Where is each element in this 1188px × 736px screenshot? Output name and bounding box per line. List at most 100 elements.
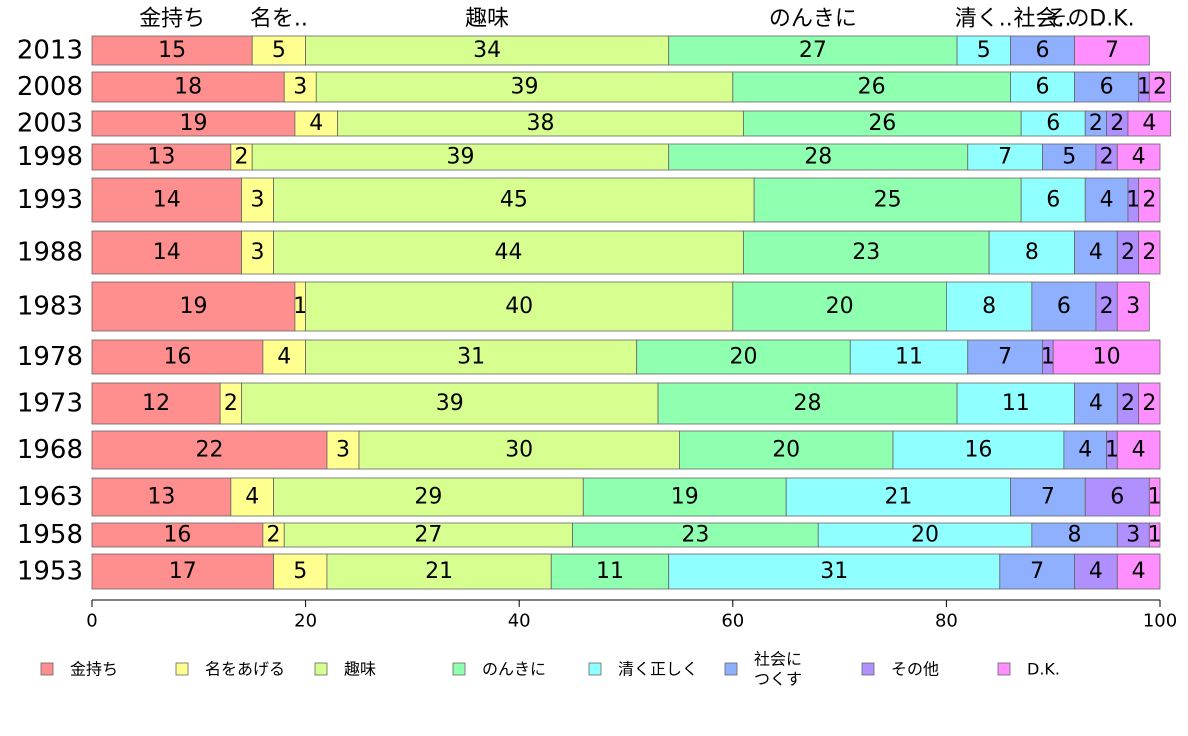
data-label-1998-2: 39 (446, 145, 474, 170)
year-label-2013: 2013 (17, 36, 83, 66)
legend-swatch-2 (314, 662, 328, 676)
bar-segment-1978-5 (967, 339, 1043, 375)
series-top-label-7: D.K. (1089, 7, 1134, 32)
data-label-1983-5: 6 (1057, 294, 1071, 319)
data-label-1998-4: 7 (998, 145, 1012, 170)
data-label-1963-4: 21 (884, 485, 912, 510)
data-label-1993-6: 1 (1126, 188, 1140, 213)
year-label-1988: 1988 (17, 238, 83, 268)
bar-segment-1983-2 (305, 281, 734, 332)
data-label-2003-2: 38 (527, 111, 555, 136)
data-label-1993-7: 2 (1142, 188, 1156, 213)
bar-segment-2008-3 (732, 71, 1011, 103)
bar-segment-1983-5 (1031, 281, 1097, 332)
data-label-1983-2: 40 (505, 294, 533, 319)
year-label-1993: 1993 (17, 185, 83, 215)
bar-segment-1993-1 (241, 177, 274, 223)
bar-segment-1968-0 (91, 430, 328, 470)
bar-segment-1978-4 (849, 339, 969, 375)
year-label-2003: 2003 (17, 109, 83, 139)
data-label-2003-6: 2 (1110, 111, 1124, 136)
bar-segment-1988-5 (1074, 230, 1118, 275)
bar-segment-1963-1 (230, 477, 274, 517)
bar-segment-1978-0 (91, 339, 264, 375)
data-label-1983-7: 3 (1126, 294, 1140, 319)
data-label-1978-3: 20 (729, 345, 757, 370)
data-label-1993-1: 3 (251, 188, 265, 213)
bar-segment-1983-4 (946, 281, 1033, 332)
data-label-1968-5: 4 (1078, 438, 1092, 463)
bar-segment-1953-5 (999, 553, 1075, 590)
bar-segment-1958-6 (1116, 522, 1150, 548)
data-label-2008-0: 18 (174, 75, 202, 100)
series-top-label-5: 社会.. (1014, 7, 1072, 32)
data-label-2008-4: 6 (1036, 75, 1050, 100)
bar-segment-2013-4 (956, 35, 1011, 66)
data-label-2013-3: 27 (799, 38, 827, 63)
bar-segment-1993-0 (91, 177, 242, 223)
data-label-1983-3: 20 (826, 294, 854, 319)
legend-swatch-4 (588, 662, 602, 676)
data-label-1958-4: 20 (911, 523, 939, 548)
bar-segment-2008-4 (1010, 71, 1075, 103)
data-label-1988-3: 23 (852, 240, 880, 265)
data-label-1968-6: 1 (1105, 438, 1119, 463)
x-tick-label-60: 60 (721, 611, 744, 632)
bar-segment-1973-7 (1138, 382, 1161, 425)
data-label-1998-7: 4 (1132, 145, 1146, 170)
bar-segment-2008-2 (315, 71, 734, 103)
legend-swatch-0 (40, 662, 54, 676)
bar-segment-1978-1 (262, 339, 307, 375)
year-label-1998: 1998 (17, 142, 83, 172)
data-label-1953-5: 7 (1030, 559, 1044, 584)
bar-segment-2013-3 (668, 35, 958, 66)
bar-segment-1973-5 (1074, 382, 1118, 425)
data-label-1968-3: 20 (772, 438, 800, 463)
data-label-1968-7: 4 (1132, 438, 1146, 463)
bar-segment-1953-4 (668, 553, 1001, 590)
bar-segment-1958-3 (572, 522, 819, 548)
data-label-1963-0: 13 (147, 485, 175, 510)
bar-segment-2003-7 (1127, 110, 1172, 137)
legend-label-1: 名をあげる (205, 660, 285, 679)
bar-segment-1993-2 (273, 177, 755, 223)
bar-segment-1968-3 (679, 430, 894, 470)
bar-segment-2013-7 (1074, 35, 1150, 66)
data-label-1988-5: 4 (1089, 240, 1103, 265)
legend-label-7: D.K. (1027, 660, 1060, 679)
data-label-2003-5: 2 (1089, 111, 1103, 136)
data-label-1998-1: 2 (235, 145, 249, 170)
bar-segment-1953-2 (326, 553, 552, 590)
data-label-1973-0: 12 (142, 391, 170, 416)
data-label-1983-1: 1 (293, 294, 307, 319)
bar-segment-2003-1 (294, 110, 339, 137)
data-label-1953-4: 31 (820, 559, 848, 584)
bar-segment-1973-4 (956, 382, 1075, 425)
data-label-2003-7: 4 (1142, 111, 1156, 136)
legend-label-2: 趣味 (344, 660, 376, 679)
bar-segment-2013-5 (1010, 35, 1075, 66)
bar-segment-1968-4 (892, 430, 1065, 470)
data-label-1978-0: 16 (163, 345, 191, 370)
bar-segment-2008-7 (1148, 71, 1172, 103)
bar-segment-1953-3 (550, 553, 670, 590)
bar-segment-1993-5 (1084, 177, 1129, 223)
bar-segment-1953-0 (91, 553, 274, 590)
bars: 15 5 34 27 5 6 718 3 39 26 6 6 1 219 4 38 26 6 2 2 413 2 39 28 7… (91, 35, 1172, 590)
data-label-1978-6: 1 (1041, 345, 1055, 370)
bar-segment-1988-4 (988, 230, 1075, 275)
series-top-label-4: 清く.. (955, 7, 1013, 32)
data-label-1978-2: 31 (457, 345, 485, 370)
year-label-1973: 1973 (17, 389, 83, 419)
legend-swatch-5 (724, 662, 738, 676)
data-label-2008-6: 1 (1137, 75, 1151, 100)
bar-segment-1963-6 (1084, 477, 1150, 517)
legend-label-5-line-0: 社会に (754, 650, 802, 669)
bar-segment-1998-5 (1042, 143, 1097, 171)
data-label-1978-4: 11 (895, 345, 923, 370)
data-label-1998-5: 5 (1062, 145, 1076, 170)
data-label-1993-4: 6 (1046, 188, 1060, 213)
data-label-1973-6: 2 (1121, 391, 1135, 416)
year-label-1978: 1978 (17, 342, 83, 372)
